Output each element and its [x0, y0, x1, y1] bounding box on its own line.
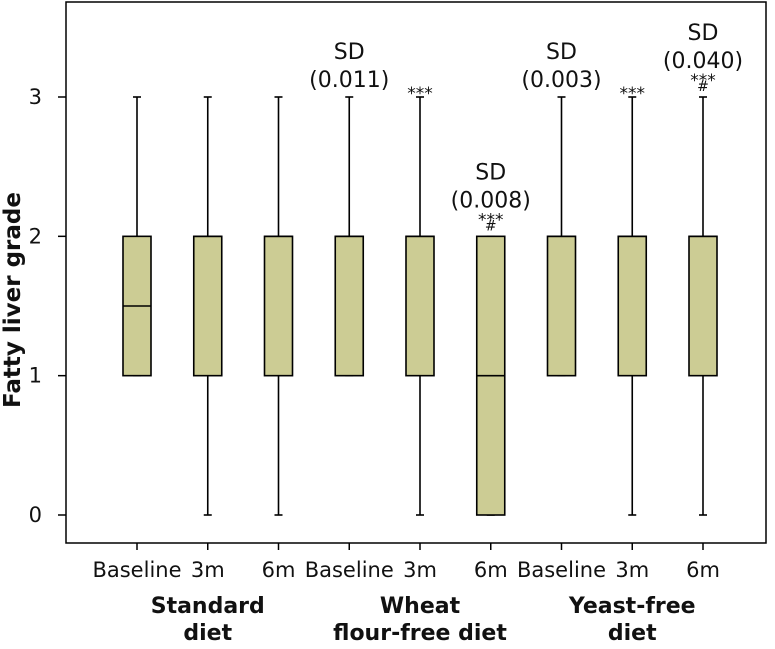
sd-value: (0.040) [663, 49, 743, 74]
sd-value: (0.011) [309, 68, 389, 93]
y-tick-label: 2 [29, 224, 42, 248]
y-tick-label: 3 [29, 85, 42, 109]
y-tick-label: 1 [29, 364, 42, 388]
significance-stars: *** [478, 210, 504, 230]
box-iqr [334, 235, 365, 377]
sd-label: SD [475, 160, 506, 185]
sd-label: SD [546, 40, 577, 65]
group-label-line1: Standard [151, 594, 265, 619]
box-iqr [192, 235, 223, 377]
x-tick-label: Baseline [517, 558, 606, 582]
hash-annotation: # [697, 79, 709, 95]
group-label-line1: Yeast-free [568, 594, 696, 619]
group-label-line2: flour-free diet [333, 621, 507, 645]
box-iqr [617, 235, 648, 377]
x-tick-label: 3m [615, 558, 649, 582]
significance-stars: *** [620, 84, 646, 104]
box-iqr [546, 235, 577, 377]
x-tick-label: Baseline [92, 558, 181, 582]
y-axis-title: Fatty liver grade [0, 192, 26, 408]
group-label-line1: Wheat [380, 594, 461, 619]
x-tick-label: 6m [686, 558, 720, 582]
x-tick-label: 3m [403, 558, 437, 582]
sd-value: (0.003) [521, 68, 601, 93]
x-tick-label: 6m [474, 558, 508, 582]
x-tick-label: 6m [262, 558, 296, 582]
sd-label: SD [688, 21, 719, 46]
x-tick-label: 3m [191, 558, 225, 582]
y-tick-label: 0 [29, 503, 42, 527]
plot-frame [65, 1, 767, 544]
group-label-line2: diet [608, 621, 657, 645]
group-label-line2: diet [183, 621, 232, 645]
significance-stars: *** [407, 84, 433, 104]
box-iqr [263, 235, 294, 377]
significance-stars: *** [690, 71, 716, 91]
sd-label: SD [334, 40, 365, 65]
box-iqr [405, 235, 435, 377]
hash-annotation: # [485, 218, 497, 234]
sd-value: (0.008) [451, 188, 531, 213]
box-iqr [688, 235, 718, 377]
x-tick-label: Baseline [305, 558, 394, 582]
